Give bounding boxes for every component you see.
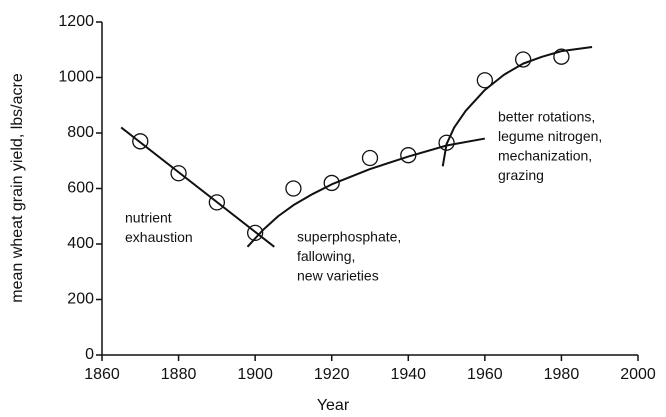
data-point <box>132 133 149 150</box>
data-point <box>514 51 532 68</box>
data-point <box>285 180 302 197</box>
annotation: legume nitrogen, <box>498 128 602 144</box>
x-tick-label: 1860 <box>84 366 120 383</box>
annotation: fallowing, <box>297 248 355 264</box>
data-point <box>476 72 494 89</box>
data-point <box>323 174 340 192</box>
y-tick-label: 1000 <box>58 69 94 86</box>
x-tick-label: 1980 <box>544 366 580 383</box>
y-axis-label: mean wheat grain yield, lbs/acre <box>9 73 26 303</box>
data-point <box>553 48 570 65</box>
annotation: new varieties <box>297 268 379 284</box>
y-tick-label: 200 <box>67 291 94 308</box>
x-axis-label: Year <box>317 397 350 414</box>
x-tick-label: 1900 <box>237 366 273 383</box>
y-tick-label: 400 <box>67 235 94 252</box>
data-point <box>170 165 187 182</box>
y-tick-label: 800 <box>67 124 94 141</box>
x-tick-label: 2000 <box>620 366 656 383</box>
data-point <box>438 134 455 151</box>
y-tick-label: 1200 <box>58 13 94 30</box>
x-tick-label: 1920 <box>314 366 350 383</box>
x-tick-label: 1960 <box>467 366 503 383</box>
data-point <box>208 194 226 211</box>
y-tick-label: 600 <box>67 180 94 197</box>
annotation: better rotations, <box>498 109 595 125</box>
y-tick-label: 0 <box>85 346 94 363</box>
annotation: mechanization, <box>498 148 592 164</box>
fit-curve <box>441 45 593 167</box>
data-point <box>361 149 379 167</box>
x-tick-label: 1940 <box>390 366 426 383</box>
annotation: superphosphate, <box>297 229 401 245</box>
annotation: nutrient <box>125 210 172 226</box>
fit-curve <box>246 137 486 248</box>
fit-curve <box>120 126 275 248</box>
x-tick-label: 1880 <box>161 366 197 383</box>
data-point <box>246 224 264 242</box>
annotation: exhaustion <box>125 229 193 245</box>
annotation: grazing <box>498 167 544 183</box>
